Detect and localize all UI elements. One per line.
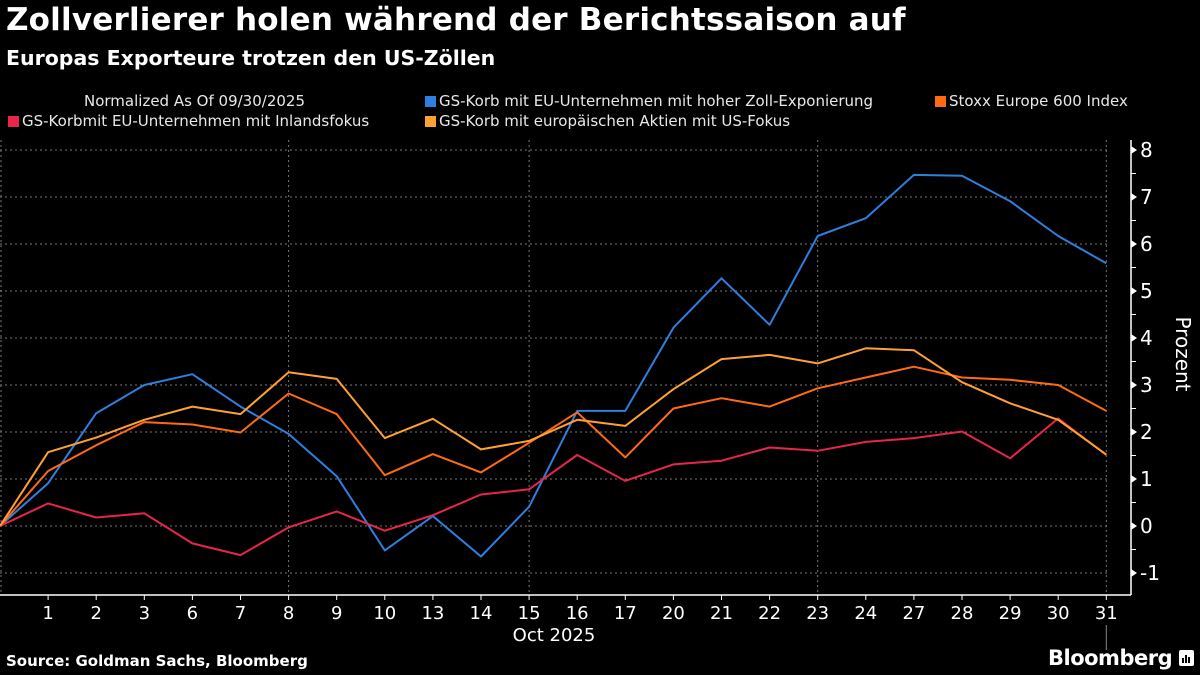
legend-label: GS-Korb mit EU-Unternehmen mit hoher Zol… bbox=[439, 92, 874, 110]
x-tick-label: 6 bbox=[187, 603, 198, 624]
y-tick-label: 4 bbox=[1140, 326, 1153, 350]
y-tick-marker bbox=[1131, 522, 1137, 530]
source-note: Source: Goldman Sachs, Bloomberg bbox=[6, 652, 308, 670]
x-tick-label: 15 bbox=[518, 603, 541, 624]
x-tick-label: 17 bbox=[614, 603, 637, 624]
chart-title: Zollverlierer holen während der Berichts… bbox=[6, 2, 906, 38]
series-line bbox=[0, 365, 1107, 527]
y-tick-label: 8 bbox=[1140, 138, 1153, 162]
y-tick-marker bbox=[1131, 569, 1137, 577]
y-tick-label: 1 bbox=[1140, 467, 1153, 491]
x-tick-label: 2 bbox=[90, 603, 101, 624]
y-tick-label: 5 bbox=[1140, 279, 1153, 303]
legend-item: GS-Korb mit europäischen Aktien mit US-F… bbox=[425, 112, 790, 130]
x-tick-label: 13 bbox=[421, 603, 444, 624]
chart-subtitle: Europas Exporteure trotzen den US-Zöllen bbox=[6, 46, 496, 70]
y-tick-label: 0 bbox=[1140, 514, 1153, 538]
bloomberg-chart-icon bbox=[1179, 650, 1194, 666]
y-tick-marker bbox=[1131, 146, 1137, 154]
x-tick-label: 30 bbox=[1047, 603, 1070, 624]
y-tick-marker bbox=[1131, 240, 1137, 248]
x-tick-label: 9 bbox=[331, 603, 342, 624]
series-line bbox=[0, 347, 1107, 527]
x-tick-label: 20 bbox=[662, 603, 685, 624]
legend-note-text: Normalized As Of 09/30/2025 bbox=[84, 92, 305, 110]
x-tick-label: 22 bbox=[758, 603, 781, 624]
x-tick-label: 21 bbox=[710, 603, 733, 624]
x-tick-label: 24 bbox=[854, 603, 877, 624]
x-tick-label: 1 bbox=[42, 603, 53, 624]
legend-label: GS-Korbmit EU-Unternehmen mit Inlandsfok… bbox=[22, 112, 370, 130]
x-tick-label: 16 bbox=[566, 603, 589, 624]
y-axis-label: Prozent bbox=[1171, 316, 1195, 391]
legend-item: GS-Korb mit EU-Unternehmen mit hoher Zol… bbox=[425, 92, 873, 110]
legend-swatch bbox=[8, 115, 19, 127]
x-tick-label: 28 bbox=[951, 603, 974, 624]
x-tick-label: 3 bbox=[139, 603, 150, 624]
x-axis-label: Oct 2025 bbox=[513, 625, 596, 646]
y-tick-marker bbox=[1131, 475, 1137, 483]
x-tick-label: 23 bbox=[806, 603, 829, 624]
y-tick-marker bbox=[1131, 334, 1137, 342]
y-tick-label: 6 bbox=[1140, 232, 1153, 256]
y-tick-label: 3 bbox=[1140, 373, 1153, 397]
x-tick-label: 14 bbox=[470, 603, 493, 624]
legend-item: Stoxx Europe 600 Index bbox=[935, 92, 1128, 110]
y-tick-marker bbox=[1131, 381, 1137, 389]
legend-label: Stoxx Europe 600 Index bbox=[949, 92, 1128, 110]
series-lines bbox=[0, 173, 1107, 558]
y-tick-label: 2 bbox=[1140, 420, 1153, 444]
x-tick-label: 7 bbox=[235, 603, 246, 624]
legend-swatch bbox=[425, 115, 436, 127]
gridlines bbox=[0, 140, 1108, 595]
y-tick-label: 7 bbox=[1140, 185, 1153, 209]
y-tick-label: -1 bbox=[1140, 561, 1160, 585]
legend-note: Normalized As Of 09/30/2025 bbox=[84, 92, 305, 110]
y-tick-marker bbox=[1131, 428, 1137, 436]
bloomberg-logo: Bloomberg bbox=[1048, 646, 1173, 670]
legend-item: GS-Korbmit EU-Unternehmen mit Inlandsfok… bbox=[8, 112, 369, 130]
series-line bbox=[0, 173, 1107, 558]
x-tick-label: 29 bbox=[999, 603, 1022, 624]
legend-swatch bbox=[935, 95, 946, 107]
legend-swatch bbox=[425, 95, 436, 107]
x-tick-label: 10 bbox=[373, 603, 396, 624]
x-tick-label: 31 bbox=[1095, 603, 1118, 624]
x-tick-label: 8 bbox=[283, 603, 294, 624]
y-tick-marker bbox=[1131, 193, 1137, 201]
x-tick-label: 27 bbox=[902, 603, 925, 624]
y-tick-marker bbox=[1131, 287, 1137, 295]
legend-label: GS-Korb mit europäischen Aktien mit US-F… bbox=[439, 112, 791, 130]
series-line bbox=[0, 417, 1107, 557]
